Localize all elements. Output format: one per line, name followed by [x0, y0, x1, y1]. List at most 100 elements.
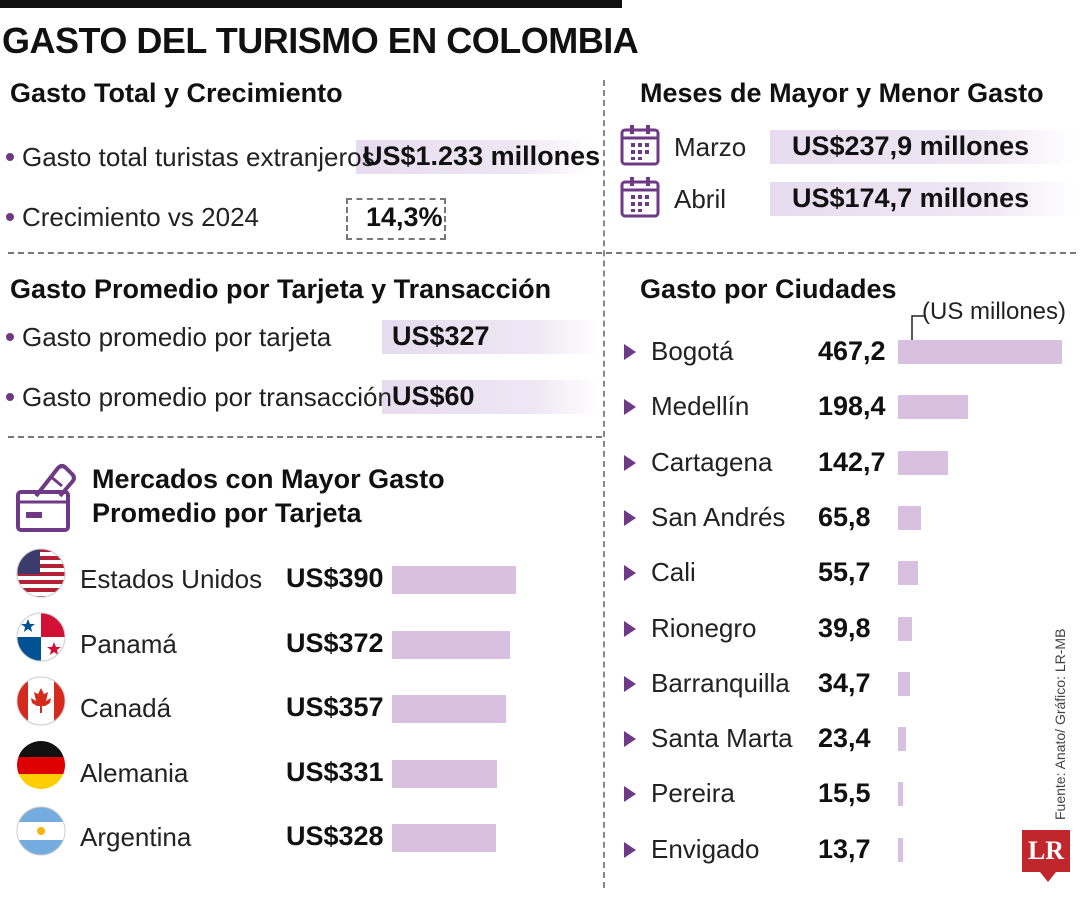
city-label: Cali: [651, 557, 696, 588]
city-value: 15,5: [818, 778, 871, 809]
meses-title: Meses de Mayor y Menor Gasto: [640, 78, 1044, 108]
us-flag-icon: [16, 548, 66, 598]
market-label: Argentina: [80, 822, 192, 852]
city-label: Barranquilla: [651, 667, 790, 698]
city-label: San Andrés: [651, 501, 786, 532]
city-value: 34,7: [818, 667, 871, 698]
city-bar: [898, 616, 912, 641]
city-bar: [898, 395, 968, 420]
market-value: US$372: [286, 627, 384, 658]
divider-right-1: [606, 252, 1076, 254]
city-bar: [898, 782, 903, 807]
bullet-icon: [6, 333, 14, 342]
gasto-total-value: US$1.233 millones: [363, 141, 601, 171]
promedio-tarjeta-value: US$327: [392, 321, 490, 351]
city-bullet-icon: [624, 344, 636, 360]
city-label: Bogotá: [651, 336, 734, 366]
panama-flag-icon: [16, 612, 66, 662]
page-title: GASTO DEL TURISMO EN COLOMBIA: [2, 20, 639, 61]
city-bullet-icon: [624, 786, 636, 803]
calendar-icon: [620, 177, 660, 218]
city-bar: [898, 340, 1062, 364]
calendar-icon: [620, 125, 660, 166]
top-rule: [0, 0, 622, 8]
market-label: Canadá: [80, 693, 172, 723]
ciudades-title: Gasto por Ciudades: [640, 274, 897, 304]
city-label: Pereira: [651, 778, 735, 809]
mercados-title: Mercados con Mayor Gasto Promedio por Ta…: [92, 464, 445, 528]
city-bar: [898, 450, 948, 475]
city-label: Rionegro: [651, 612, 757, 643]
city-value: 467,2: [818, 336, 886, 366]
city-bullet-icon: [624, 454, 636, 471]
city-bullet-icon: [624, 675, 636, 692]
crecimiento-value: 14,3%: [366, 202, 443, 232]
city-bar: [898, 505, 921, 530]
city-bullet-icon: [624, 841, 636, 858]
promedio-title: Gasto Promedio por Tarjeta y Transacción: [10, 274, 552, 304]
city-value: 142,7: [818, 446, 886, 477]
city-label: Cartagena: [651, 446, 773, 477]
bullet-icon: [6, 393, 14, 402]
mes-mayor-highlight: [770, 130, 1076, 164]
city-bullet-icon: [624, 731, 636, 748]
city-label: Envigado: [651, 833, 760, 864]
promedio-tarjeta-label: Gasto promedio por tarjeta: [6, 322, 331, 353]
gasto-total-label: Gasto total turistas extranjeros: [6, 142, 375, 173]
market-label: Estados Unidos: [80, 564, 263, 594]
market-value: US$331: [286, 756, 384, 787]
city-bar: [898, 837, 903, 862]
divider-left-2: [8, 436, 602, 438]
promedio-transaccion-label: Gasto promedio por transacción: [6, 382, 392, 413]
promedio-transaccion-value: US$60: [392, 381, 475, 411]
promedio-transaccion-highlight: [382, 380, 600, 414]
city-value: 39,8: [818, 612, 871, 643]
market-value: US$328: [286, 821, 384, 851]
units-label: (US millones): [922, 298, 1067, 325]
city-value: 55,7: [818, 557, 871, 588]
city-bullet-icon: [624, 620, 636, 637]
mes-mayor-value: US$237,9 millones: [792, 131, 1030, 161]
mes-mayor-label: Marzo: [674, 132, 747, 162]
market-bar: [392, 630, 510, 659]
market-value: US$390: [286, 563, 384, 593]
germany-flag-icon: [17, 741, 65, 789]
market-bar: [392, 759, 497, 788]
crecimiento-label: Crecimiento vs 2024: [6, 202, 259, 233]
promedio-tarjeta-highlight: [382, 320, 600, 354]
gasto-total-highlight: [356, 140, 592, 174]
city-bullet-icon: [624, 509, 636, 526]
city-bar: [898, 727, 906, 752]
market-label: Panamá: [80, 628, 177, 659]
lr-logo-tail: [1040, 872, 1056, 882]
market-bar: [392, 695, 506, 723]
source-note: Fuente: Anato/ Gráfico: LR-MB: [1052, 628, 1068, 820]
city-value: 13,7: [818, 833, 871, 864]
lr-logo: LR: [1022, 830, 1070, 872]
column-divider: [603, 80, 605, 888]
credit-card-hand-icon: [16, 464, 76, 532]
city-bullet-icon: [624, 565, 636, 582]
divider-left-1: [8, 252, 602, 254]
argentina-flag-icon: [16, 806, 66, 856]
city-value: 198,4: [818, 391, 886, 422]
city-label: Medellín: [651, 391, 750, 422]
bullet-icon: [6, 213, 14, 222]
city-bullet-icon: [624, 399, 636, 416]
gasto-total-title: Gasto Total y Crecimiento: [10, 78, 343, 108]
growth-dashed-box: [346, 198, 446, 240]
city-bar: [898, 561, 918, 586]
mes-menor-highlight: [770, 182, 1076, 216]
mes-menor-value: US$174,7 millones: [792, 183, 1030, 213]
city-value: 65,8: [818, 501, 871, 532]
market-value: US$357: [286, 692, 384, 722]
city-bar: [898, 671, 910, 696]
city-label: Santa Marta: [651, 723, 793, 754]
market-label: Alemania: [80, 757, 189, 788]
market-bar: [392, 824, 496, 852]
bullet-icon: [6, 153, 14, 162]
canada-flag-icon: [16, 676, 66, 726]
mes-menor-label: Abril: [674, 184, 727, 214]
city-value: 23,4: [818, 723, 871, 754]
market-bar: [392, 566, 516, 594]
